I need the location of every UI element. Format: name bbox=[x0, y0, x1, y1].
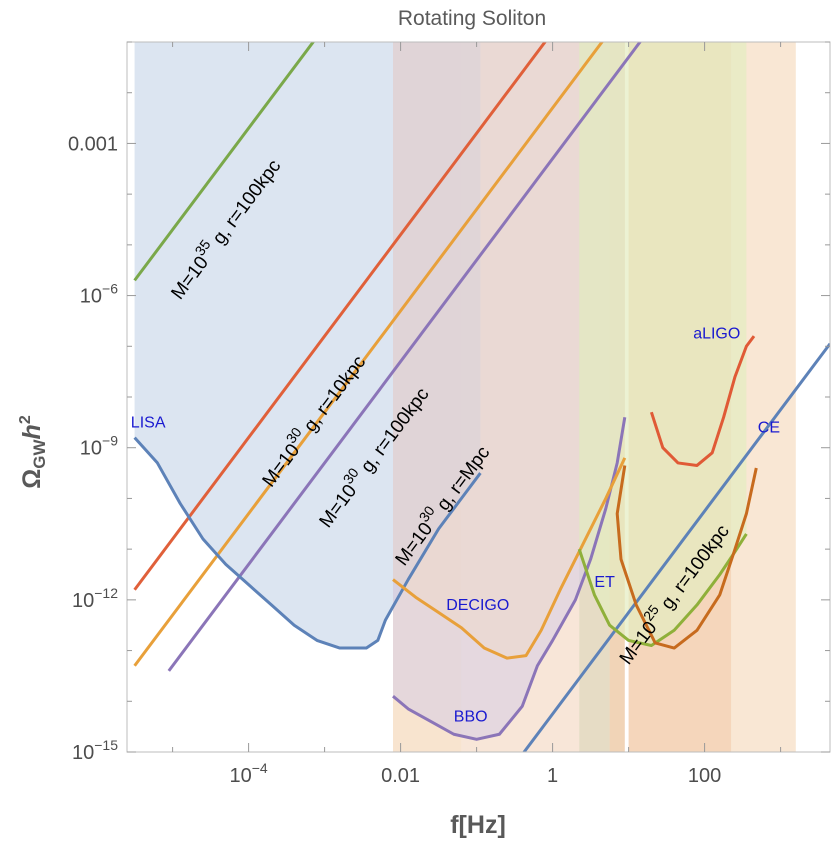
series-line-4 bbox=[167, 42, 642, 672]
bbo-curve bbox=[392, 417, 627, 741]
soliton-lines bbox=[133, 42, 830, 752]
decigo-label: DECIGO bbox=[446, 597, 509, 614]
bbo-label: BBO bbox=[454, 709, 488, 726]
et-region bbox=[579, 42, 747, 646]
series-line-3 bbox=[133, 42, 604, 667]
detector-fills bbox=[134, 42, 747, 740]
decigo-curve bbox=[392, 457, 627, 660]
y-tick-label: 10−9 bbox=[80, 433, 118, 460]
bbo-region bbox=[393, 42, 625, 740]
x-tick-label: 10−4 bbox=[229, 760, 267, 787]
lisa-curve bbox=[133, 436, 482, 650]
aligo-curve bbox=[649, 335, 756, 467]
y-tick-label: 10−6 bbox=[80, 281, 118, 308]
et-curve bbox=[577, 533, 748, 647]
series-line-2 bbox=[133, 42, 547, 591]
aligo-label: aLIGO bbox=[693, 326, 740, 343]
lisa-label: LISA bbox=[131, 414, 166, 431]
y-tick-label: 10−15 bbox=[72, 737, 118, 764]
y-tick-label: 10−12 bbox=[72, 585, 118, 612]
detector-curves bbox=[133, 335, 758, 741]
ce-label: CE bbox=[758, 420, 780, 437]
axis-ticks: 10−4 0.01 1 100 0.001 10−6 10−9 10−12 10−15 bbox=[68, 41, 830, 787]
et-label: ET bbox=[594, 574, 615, 591]
x-tick-label: 100 bbox=[688, 765, 721, 787]
y-tick-label: 0.001 bbox=[68, 133, 118, 155]
series-line-5 bbox=[522, 342, 830, 752]
chart-title: Rotating Soliton bbox=[398, 7, 546, 30]
x-axis-title: f[Hz] bbox=[450, 811, 506, 839]
decigo-region bbox=[393, 42, 625, 659]
x-tick-label: 0.01 bbox=[381, 765, 420, 787]
x-tick-label: 1 bbox=[547, 765, 558, 787]
ce-curve bbox=[615, 465, 758, 650]
series-line-1 bbox=[133, 42, 316, 282]
y-axis-title: ΩGWh2 bbox=[17, 415, 49, 489]
